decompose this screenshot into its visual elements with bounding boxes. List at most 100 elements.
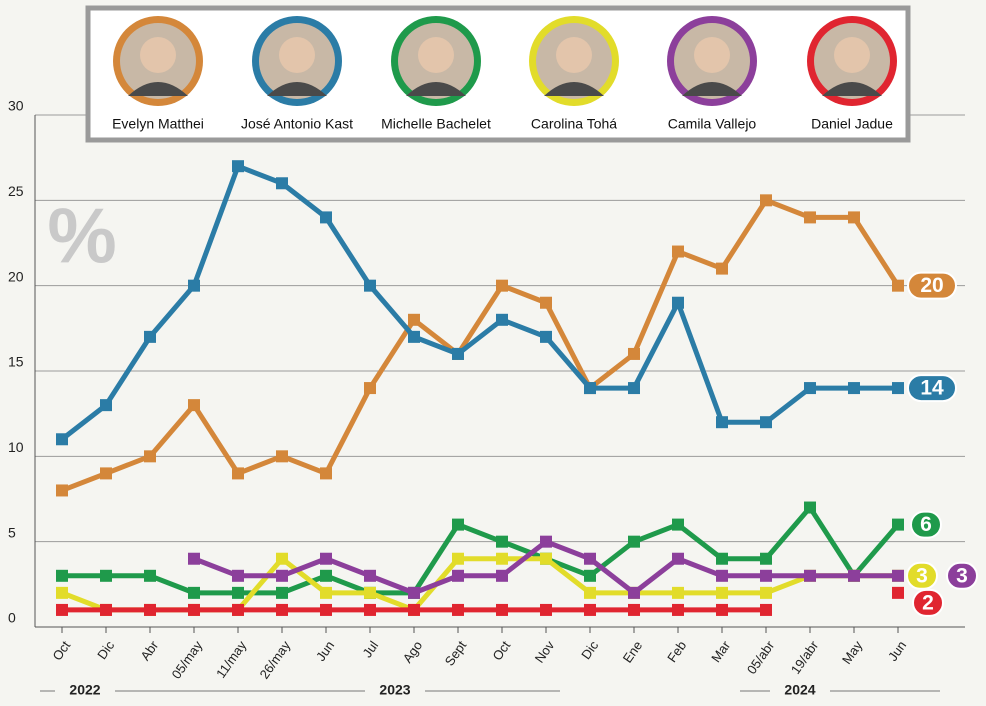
y-tick-label: 0 (8, 610, 16, 626)
end-label: 20 (920, 274, 943, 297)
point-marker (56, 570, 68, 582)
page: % 051015202530OctDicAbr05/may11/may26/ma… (0, 0, 986, 706)
point-marker (408, 604, 420, 616)
y-tick-label: 20 (8, 268, 24, 284)
point-marker (188, 604, 200, 616)
point-marker (672, 246, 684, 258)
point-marker (276, 450, 288, 462)
point-marker (628, 536, 640, 548)
point-marker (584, 382, 596, 394)
point-marker (452, 519, 464, 531)
point-marker (144, 604, 156, 616)
end-label: 2 (922, 591, 934, 614)
point-marker (496, 570, 508, 582)
point-marker (716, 570, 728, 582)
point-marker (232, 587, 244, 599)
point-marker (892, 570, 904, 582)
point-marker (848, 211, 860, 223)
y-tick-label: 25 (8, 183, 24, 199)
year-label: 2024 (784, 682, 815, 698)
point-marker (408, 587, 420, 599)
point-marker (276, 177, 288, 189)
end-label: 3 (956, 564, 968, 587)
point-marker (364, 280, 376, 292)
point-marker (540, 331, 552, 343)
point-marker (540, 553, 552, 565)
legend-name: Carolina Tohá (531, 116, 617, 132)
point-marker (496, 536, 508, 548)
point-marker (804, 570, 816, 582)
point-marker (56, 484, 68, 496)
point-marker (56, 604, 68, 616)
percent-annotation: % (47, 192, 116, 280)
point-marker (540, 536, 552, 548)
point-marker (320, 553, 332, 565)
point-marker (452, 604, 464, 616)
point-marker (56, 433, 68, 445)
point-marker (540, 297, 552, 309)
legend-portrait-face (279, 37, 315, 73)
point-marker (848, 570, 860, 582)
point-marker (892, 519, 904, 531)
point-marker (760, 416, 772, 428)
point-marker (276, 604, 288, 616)
point-marker (100, 399, 112, 411)
point-marker (408, 314, 420, 326)
end-label: 6 (920, 513, 932, 536)
point-marker (760, 604, 772, 616)
legend-portrait-face (834, 37, 870, 73)
point-marker (716, 263, 728, 275)
y-tick-label: 10 (8, 439, 24, 455)
point-marker (804, 211, 816, 223)
point-marker (892, 280, 904, 292)
legend-name: Camila Vallejo (668, 116, 757, 132)
point-marker (496, 553, 508, 565)
point-marker (584, 604, 596, 616)
point-marker (232, 160, 244, 172)
legend-portrait-face (694, 37, 730, 73)
point-marker (848, 382, 860, 394)
point-marker (496, 314, 508, 326)
point-marker (408, 331, 420, 343)
point-marker (672, 587, 684, 599)
point-marker (496, 280, 508, 292)
year-label: 2023 (379, 682, 410, 698)
point-marker (760, 570, 772, 582)
point-marker (144, 450, 156, 462)
point-marker (100, 467, 112, 479)
point-marker (760, 194, 772, 206)
legend-name: José Antonio Kast (241, 116, 353, 132)
point-marker (672, 553, 684, 565)
point-marker (144, 331, 156, 343)
end-label: 14 (920, 377, 944, 400)
point-marker (276, 570, 288, 582)
legend-name: Michelle Bachelet (381, 116, 491, 132)
point-marker (540, 604, 552, 616)
legend-portrait-face (556, 37, 592, 73)
end-label: 3 (916, 564, 928, 587)
y-tick-label: 15 (8, 354, 24, 370)
point-marker (760, 553, 772, 565)
point-marker (672, 297, 684, 309)
point-marker (584, 587, 596, 599)
y-tick-label: 30 (8, 98, 24, 114)
point-marker (320, 211, 332, 223)
point-marker (320, 587, 332, 599)
point-marker (320, 467, 332, 479)
point-marker (100, 570, 112, 582)
point-marker (804, 382, 816, 394)
point-marker (364, 382, 376, 394)
point-marker (804, 502, 816, 514)
point-marker (144, 570, 156, 582)
point-marker (100, 604, 112, 616)
point-marker (892, 587, 904, 599)
point-marker (188, 553, 200, 565)
point-marker (452, 570, 464, 582)
point-marker (496, 604, 508, 616)
point-marker (188, 399, 200, 411)
point-marker (232, 604, 244, 616)
point-marker (892, 382, 904, 394)
year-label: 2022 (69, 682, 100, 698)
point-marker (716, 416, 728, 428)
point-marker (628, 382, 640, 394)
